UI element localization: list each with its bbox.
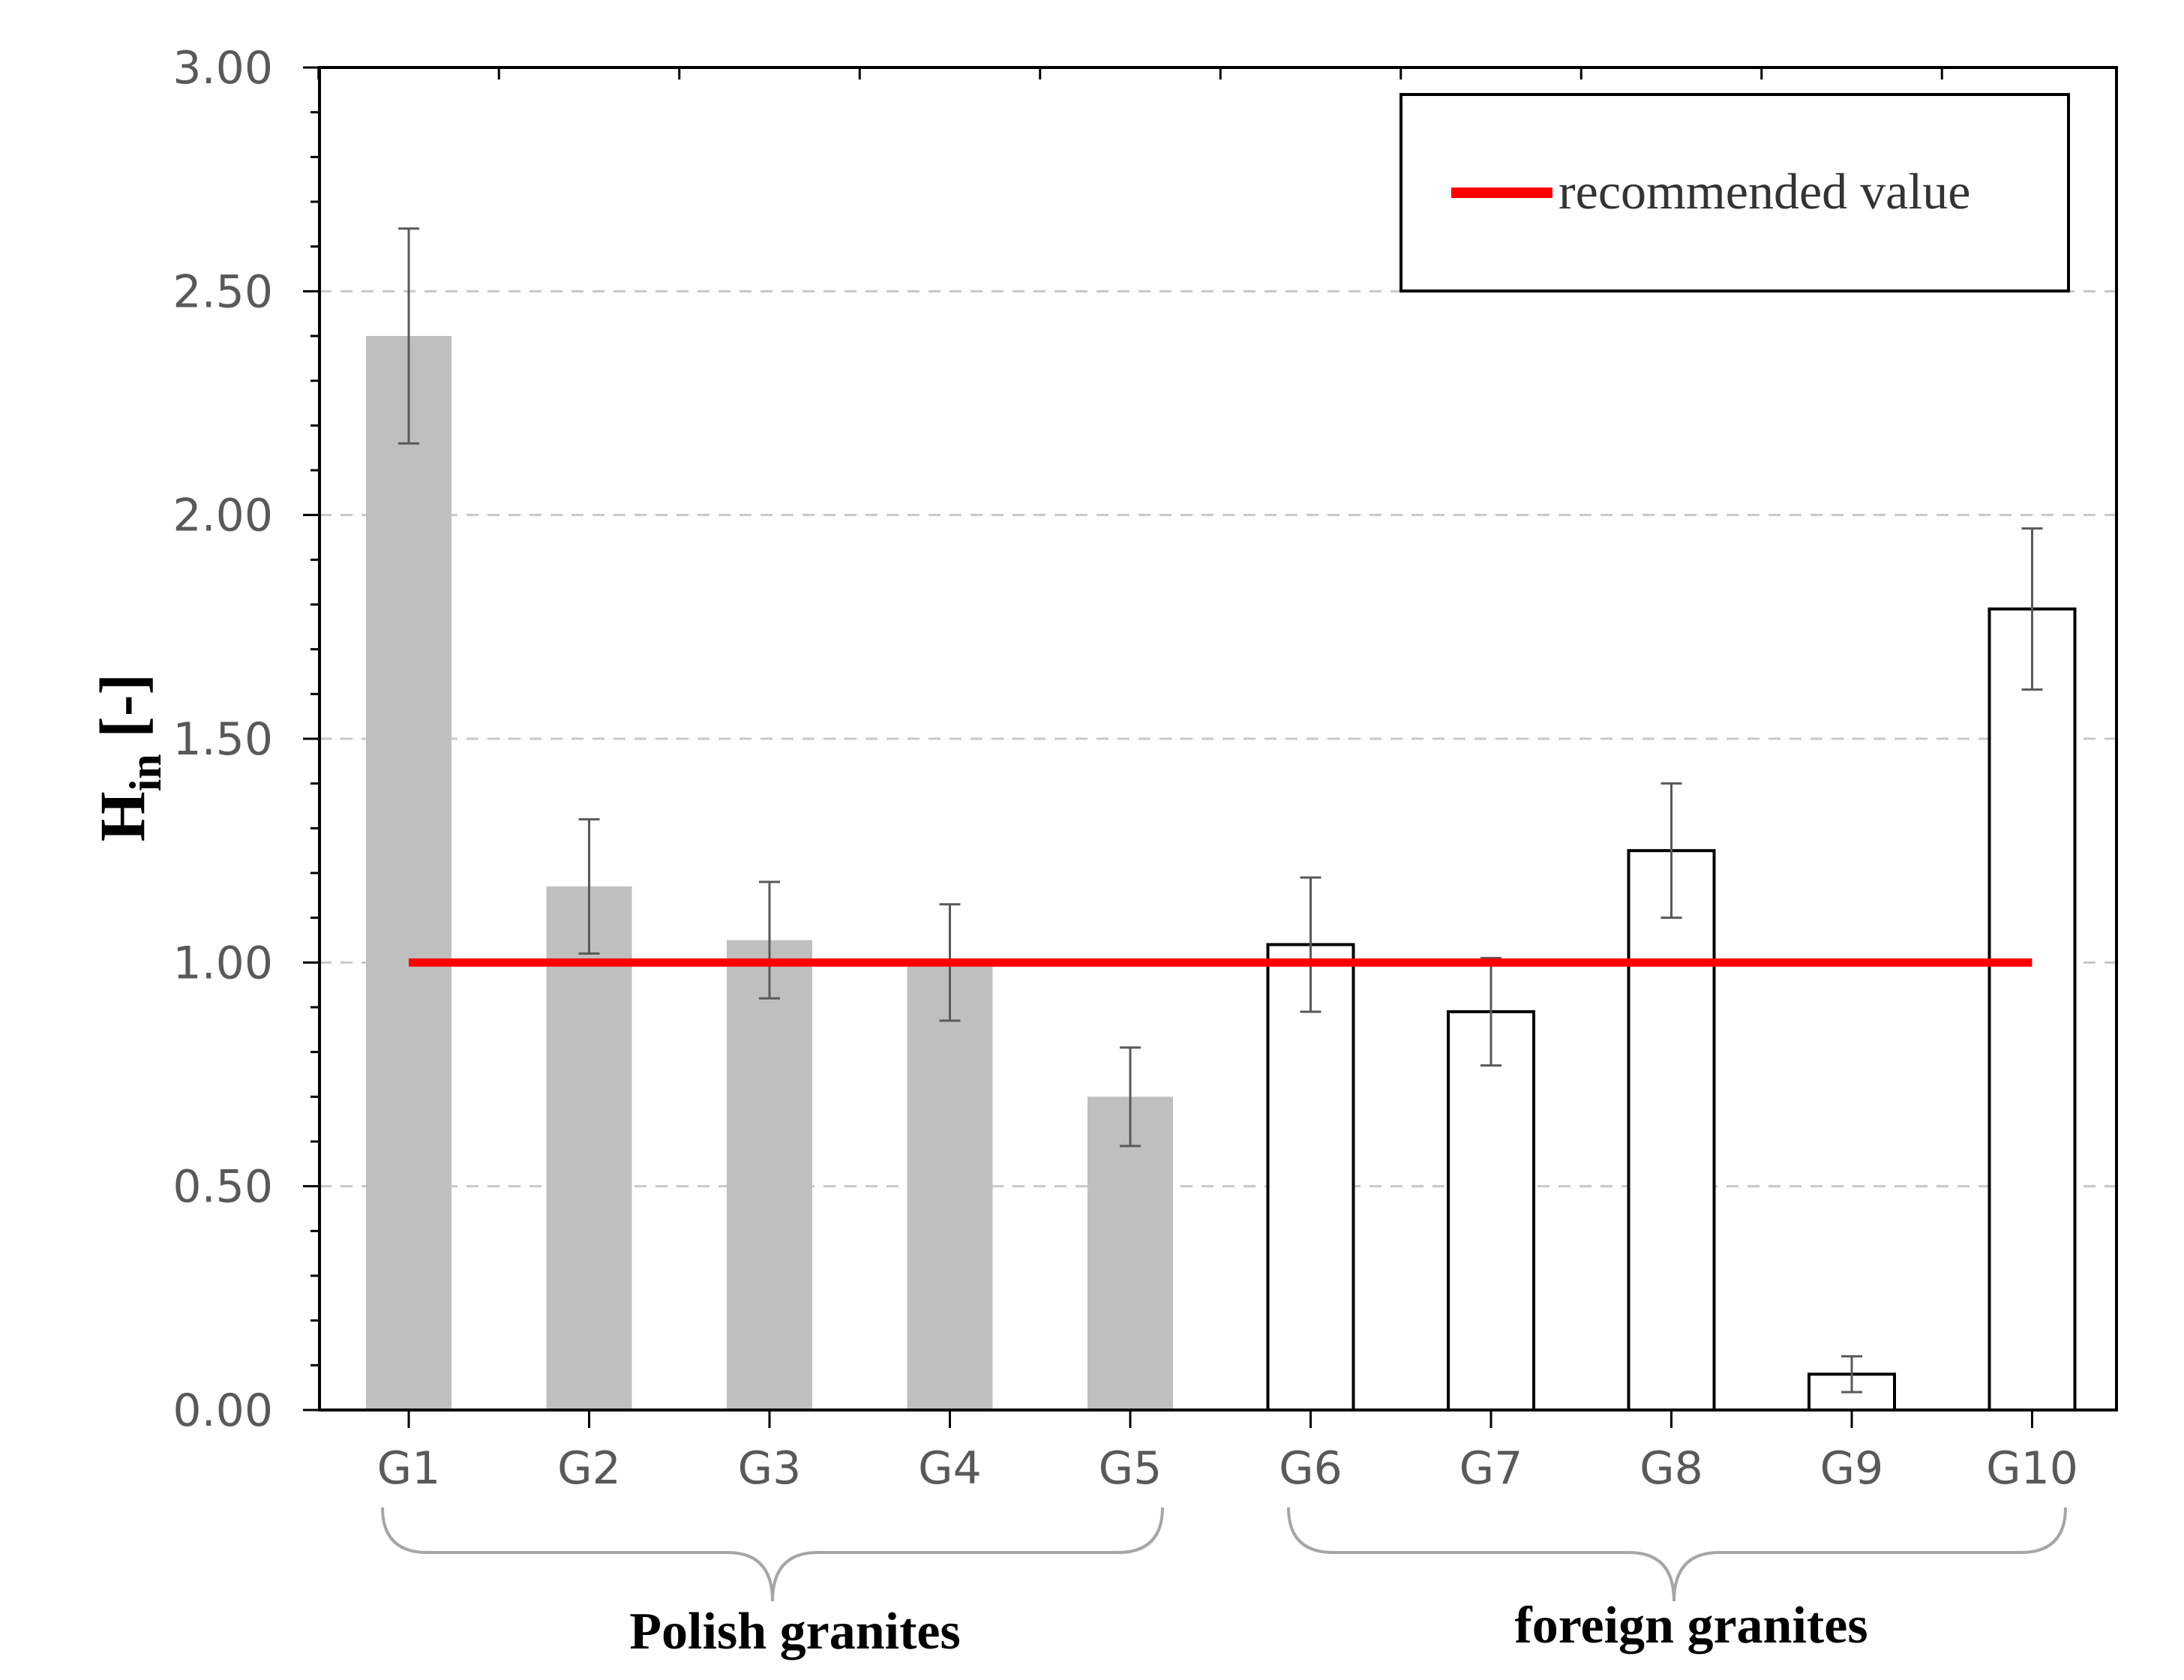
bars	[366, 336, 2077, 1412]
bracket-polish-granites	[381, 1507, 1164, 1602]
x-tick-label: G6	[1279, 1442, 1342, 1495]
bar-g1	[366, 336, 452, 1410]
y-tick-label: 1.00	[172, 937, 273, 989]
x-tick-label: G7	[1460, 1442, 1523, 1495]
bar-g10	[1988, 607, 2077, 1412]
error-bars	[398, 227, 2043, 1394]
group-label-foreign-granites: foreign granites	[1514, 1597, 1868, 1654]
bar-g8	[1627, 849, 1716, 1412]
axes	[303, 66, 2118, 1428]
x-tick-label: G3	[738, 1442, 802, 1495]
plot-frame	[318, 66, 2118, 1412]
y-tick-label: 0.00	[172, 1384, 273, 1437]
legend-label-recommended-value: recommended value	[1558, 163, 1970, 220]
group-brackets: Polish granites foreign granites	[381, 1507, 2067, 1660]
x-tick-label: G10	[1986, 1442, 2078, 1495]
y-tick-label: 2.50	[172, 266, 273, 318]
bar-g7	[1447, 1010, 1535, 1412]
y-tick-label: 0.50	[172, 1161, 273, 1214]
bar-g6	[1266, 943, 1355, 1412]
bracket-foreign-granites	[1287, 1507, 2067, 1602]
y-tick-label: 3.00	[172, 42, 273, 94]
x-tick-label: G5	[1099, 1442, 1162, 1495]
y-tick-label: 1.50	[172, 713, 273, 766]
x-tick-label: G9	[1820, 1442, 1884, 1495]
group-label-polish-granites: Polish granites	[629, 1603, 960, 1660]
bar-g4	[907, 962, 993, 1410]
x-tick-label: G4	[918, 1442, 982, 1495]
x-tick-label: G2	[557, 1442, 621, 1495]
bar-g2	[546, 886, 632, 1410]
x-tick-label: G1	[377, 1442, 441, 1495]
bar-g5	[1088, 1096, 1173, 1410]
y-tick-label: 2.00	[172, 490, 273, 542]
labels: 0.00 0.50 1.00 1.50 2.00 2.50 3.00 G1 G2 G3 G4 G5 G6…	[172, 42, 2078, 1495]
legend: recommended value	[1400, 93, 2070, 292]
bar-g3	[727, 940, 812, 1410]
y-axis-label: Hin [-]	[86, 674, 170, 842]
x-tick-label: G8	[1640, 1442, 1703, 1495]
